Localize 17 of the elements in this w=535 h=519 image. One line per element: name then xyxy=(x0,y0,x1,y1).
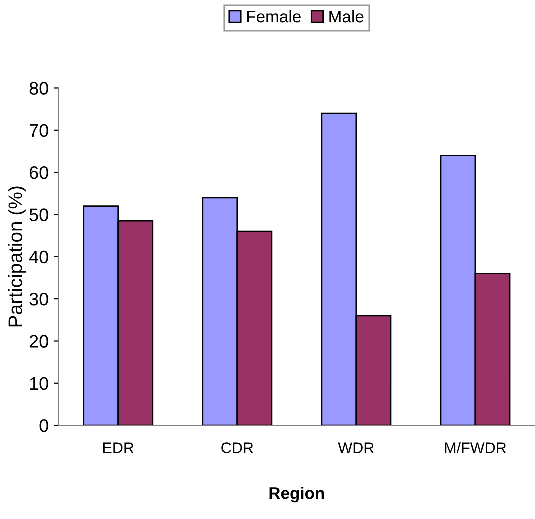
y-tick-label: 50 xyxy=(30,208,48,222)
x-axis-title: Region xyxy=(270,487,324,503)
x-tick-label: EDR xyxy=(103,442,134,454)
x-tick-label: M/FWDR xyxy=(445,442,506,454)
y-tick-label: 30 xyxy=(30,293,48,306)
legend-label: Female xyxy=(247,10,301,23)
y-tick-label: 0 xyxy=(40,420,48,432)
y-tick-label: 20 xyxy=(30,335,48,348)
x-tick-label: CDR xyxy=(222,442,254,454)
y-tick-label: 70 xyxy=(30,124,48,138)
y-tick-label: 60 xyxy=(30,166,48,180)
y-tick-label: 80 xyxy=(30,82,48,95)
legend-label: Male xyxy=(330,10,364,23)
y-axis-title: Participation (%) xyxy=(8,186,26,327)
x-tick-label: WDR xyxy=(338,442,374,454)
y-tick-label: 40 xyxy=(29,250,48,264)
y-tick-label: 10 xyxy=(30,377,48,390)
